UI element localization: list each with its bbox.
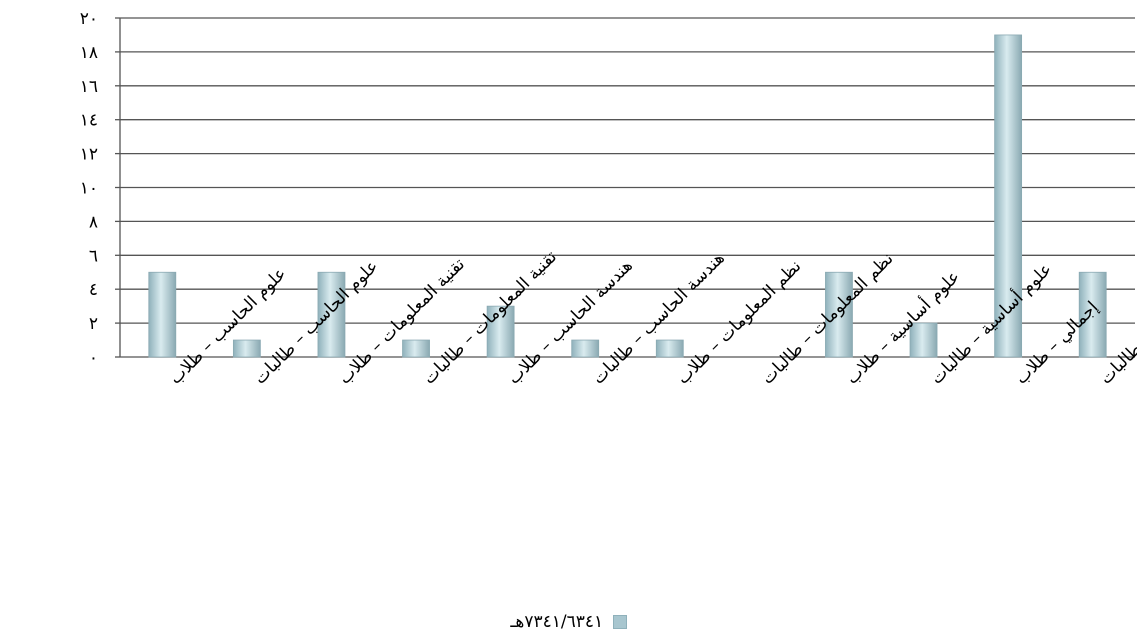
bar-chart: ٠ ٢ ٤ ٦ ٨ ١٠ ١٢ ١٤ ١٦ ١٨ ٢٠ علوم الحاسب – طلابعلوم…: [80, 9, 1137, 389]
bar: [317, 271, 346, 358]
y-tick-label: ٢: [89, 314, 98, 334]
y-tick-label: ٨: [89, 212, 98, 232]
y-tick-label: ٤: [89, 280, 98, 300]
y-tick-label: ١٦: [80, 77, 98, 97]
gridlines: [120, 17, 1135, 324]
legend-swatch: [612, 615, 627, 629]
legend-label: ١٤٣٦/١٤٣٧هـ: [510, 612, 604, 632]
y-tick-labels: ٠ ٢ ٤ ٦ ٨ ١٠ ١٢ ١٤ ١٦ ١٨ ٢٠: [80, 9, 98, 368]
axes: [115, 17, 1135, 358]
bar: [655, 339, 684, 358]
y-tick-label: ٠: [89, 348, 98, 368]
bars: [148, 34, 1107, 358]
bar: [825, 271, 853, 358]
y-tick-label: ٢٠: [80, 9, 98, 29]
y-tick-label: ١٤: [80, 111, 98, 131]
bar: [994, 34, 1023, 358]
bar: [1078, 271, 1107, 358]
y-tick-label: ١٠: [80, 179, 98, 199]
bar: [402, 339, 430, 358]
legend: ١٤٣٦/١٤٣٧هـ: [0, 612, 1137, 632]
y-tick-label: ١٢: [80, 145, 98, 165]
bar: [486, 305, 515, 358]
bar: [909, 322, 938, 358]
bar: [232, 339, 261, 358]
y-tick-label: ١٨: [80, 43, 98, 63]
y-tick-label: ٦: [89, 246, 98, 266]
bar: [148, 271, 177, 358]
bar: [571, 339, 600, 358]
